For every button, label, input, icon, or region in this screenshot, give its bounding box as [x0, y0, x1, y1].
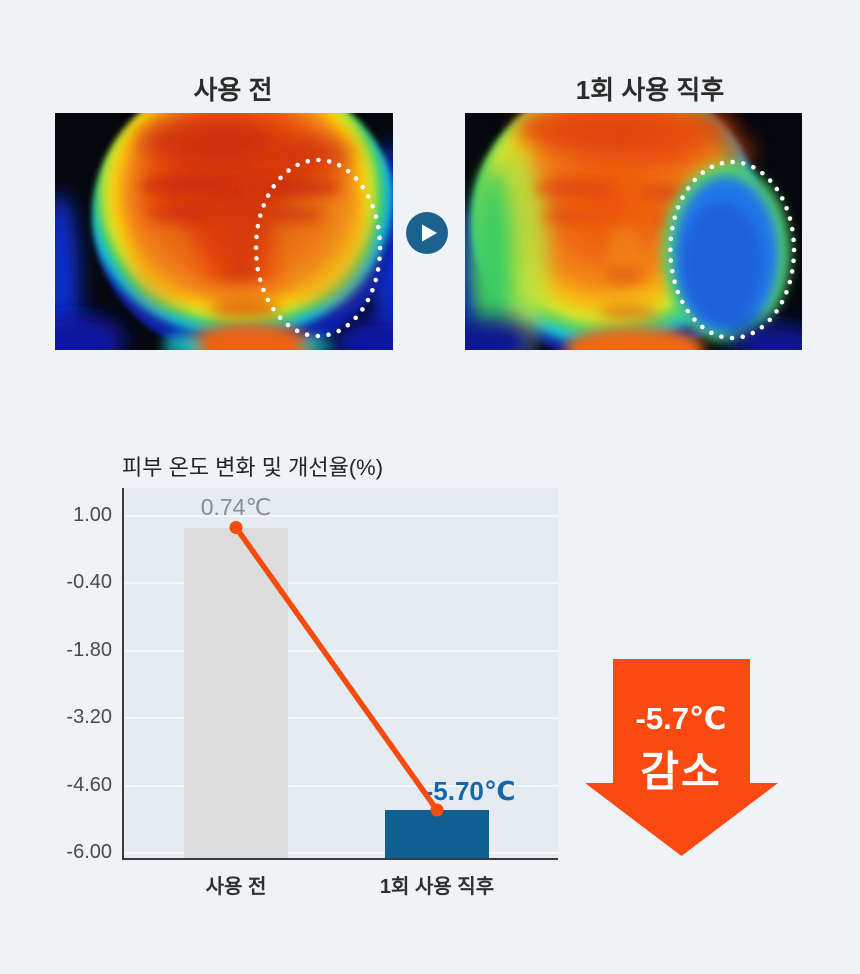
x-tick-label: 사용 전	[205, 876, 267, 898]
play-button[interactable]	[406, 212, 448, 254]
bar-0	[184, 527, 288, 858]
bar-value-label: 0.74℃	[200, 493, 272, 520]
y-axis: 1.00 -0.40 -1.80 -3.20 -4.60 -6.00	[0, 488, 112, 863]
y-tick-label: -0.40	[66, 571, 112, 594]
thermal-face-before	[55, 113, 393, 350]
gridline	[124, 515, 558, 517]
y-tick-label: -4.60	[66, 773, 112, 796]
y-tick-label: -6.00	[66, 841, 112, 864]
gridline	[124, 852, 558, 855]
chart-plot-area: 0.74℃ -5.70℃	[122, 488, 558, 860]
thermal-image-after	[465, 113, 802, 350]
after-image-label: 1회 사용 직후	[575, 75, 725, 105]
thermal-face-after	[465, 113, 802, 350]
play-icon	[406, 212, 448, 254]
callout-caption: 감소	[640, 748, 722, 795]
down-arrow-icon	[585, 659, 778, 856]
x-axis: 사용 전 1회 사용 직후	[124, 866, 558, 900]
measurement-area-ellipse-after	[668, 159, 797, 341]
x-tick-label: 1회 사용 직후	[379, 876, 495, 898]
bar-value-label: -5.70℃	[424, 776, 516, 806]
y-tick-label: 1.00	[73, 504, 112, 526]
y-tick-label: -1.80	[66, 638, 112, 661]
bar-1	[385, 810, 489, 858]
measurement-area-ellipse-before	[253, 157, 383, 339]
chart-title: 피부 온도 변화 및 개선율(%)	[122, 455, 384, 480]
thermal-image-before	[55, 113, 393, 350]
callout-temperature: -5.7℃	[635, 701, 727, 736]
decrease-callout: -5.7℃ 감소	[585, 650, 778, 856]
before-image-label: 사용 전	[193, 75, 273, 105]
y-tick-label: -3.20	[66, 706, 112, 729]
